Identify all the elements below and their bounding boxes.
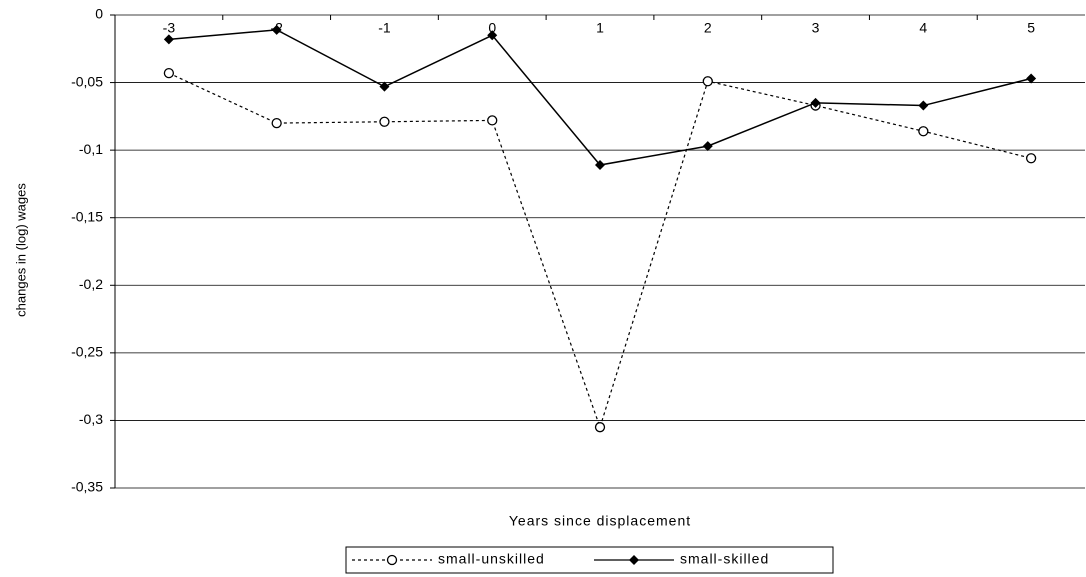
marker — [594, 422, 606, 433]
marker — [487, 30, 498, 41]
y-tick-label: -0,3 — [79, 411, 103, 427]
y-axis-title: changes in (log) wages — [13, 183, 28, 317]
y-tick-label: -0,1 — [79, 141, 103, 157]
marker — [702, 141, 713, 152]
marker — [487, 115, 498, 126]
x-tick-label: 3 — [812, 20, 820, 36]
x-tick-label: -3 — [163, 20, 176, 36]
marker — [918, 100, 929, 111]
marker — [1026, 73, 1037, 84]
marker — [629, 555, 639, 565]
marker — [810, 97, 821, 108]
marker — [163, 34, 174, 45]
marker — [1025, 153, 1037, 164]
line — [168, 72, 1032, 430]
y-tick-label: -0,05 — [71, 73, 103, 89]
x-tick-label: 5 — [1027, 20, 1035, 36]
x-tick-label: 1 — [596, 20, 604, 36]
marker — [271, 24, 282, 35]
marker — [386, 554, 398, 566]
marker — [163, 67, 175, 79]
y-tick-label: -0,25 — [71, 344, 103, 360]
legend-label: small-skilled — [680, 551, 769, 567]
marker — [379, 116, 390, 127]
marker — [379, 81, 390, 92]
y-tick-label: -0,35 — [71, 479, 103, 495]
x-tick-label: 0 — [488, 20, 496, 36]
line — [168, 29, 1032, 166]
marker — [702, 76, 713, 87]
legend-box — [345, 546, 834, 574]
marker — [271, 117, 282, 129]
legend-label: small-unskilled — [438, 551, 545, 567]
y-tick-label: -0,15 — [71, 208, 103, 224]
marker — [595, 160, 605, 171]
x-tick-label: 2 — [704, 20, 712, 36]
y-tick-label: 0 — [95, 6, 103, 22]
y-tick-label: -0,2 — [79, 276, 103, 292]
marker — [918, 126, 929, 137]
x-axis-title: Years since displacement — [509, 513, 691, 529]
x-tick-label: 4 — [919, 20, 927, 36]
x-tick-label: -1 — [378, 20, 391, 36]
